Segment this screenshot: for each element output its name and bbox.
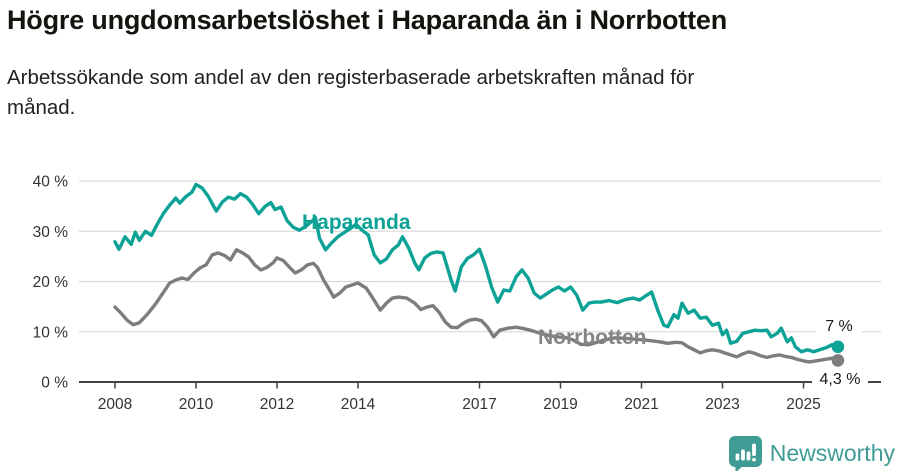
- x-axis-tick-label: 2021: [624, 396, 658, 413]
- x-axis-tick-label: 2012: [260, 396, 294, 413]
- y-axis-tick-label: 20 %: [33, 274, 69, 291]
- series-line-haparanda: [113, 182, 840, 354]
- x-axis-tick-label: 2014: [341, 396, 376, 413]
- y-axis-tick-label: 10 %: [33, 324, 69, 341]
- end-label-backplate-norrbotten: [812, 368, 868, 388]
- series-end-value-norrbotten: 4,3 %: [820, 371, 861, 388]
- newsworthy-logo-icon: [728, 435, 762, 471]
- brand-footer: Newsworthy: [728, 435, 895, 471]
- y-axis-tick-label: 30 %: [33, 224, 69, 241]
- series-end-value-haparanda: 7 %: [825, 318, 853, 335]
- x-axis-tick-label: 2023: [705, 396, 739, 413]
- newsworthy-logo-text: Newsworthy: [769, 439, 895, 466]
- series-line-norrbotten: [113, 248, 840, 364]
- y-axis-tick-label: 40 %: [33, 174, 69, 191]
- x-axis-tick-label: 2010: [179, 396, 214, 413]
- end-label-backplate-haparanda: [816, 315, 862, 335]
- series-endpoint-haparanda: [831, 340, 845, 354]
- series-label-haparanda: Haparanda: [302, 211, 411, 234]
- x-axis-tick-label: 2008: [98, 396, 132, 413]
- x-axis-tick-label: 2017: [462, 396, 496, 413]
- unemployment-line-chart: 0 % 10 % 20 % 30 % 40 % 2008 2010 2012 2014 2017 2…: [33, 174, 881, 413]
- series-endpoint-norrbotten: [831, 354, 845, 367]
- x-axis-tick-label: 2025: [786, 396, 820, 413]
- x-axis-tick-label: 2019: [543, 396, 577, 413]
- page-title: Högre ungdomsarbetslöshet i Haparanda än…: [7, 5, 727, 35]
- chart-subtitle: Arbetssökande som andel av den registerb…: [7, 66, 695, 119]
- series-label-norrbotten: Norrbotten: [538, 326, 647, 349]
- y-axis-tick-label: 0 %: [41, 375, 68, 392]
